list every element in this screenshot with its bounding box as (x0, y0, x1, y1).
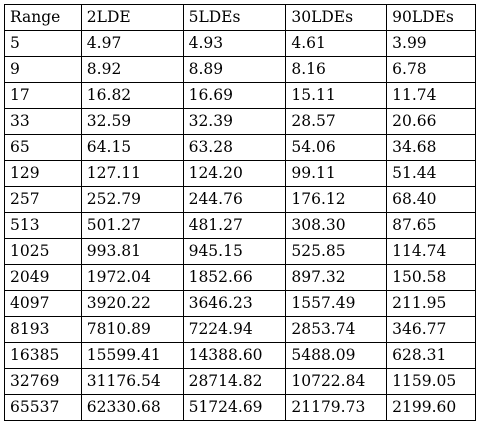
table-cell: 63.28 (182, 134, 287, 161)
table-cell: 308.30 (285, 212, 388, 239)
table-cell: 9 (4, 56, 82, 83)
table-cell: 1852.66 (182, 264, 287, 291)
table-cell: 17 (4, 82, 82, 109)
table-cell: 33 (4, 108, 82, 135)
table-row: 17 16.82 16.69 15.11 11.74 (4, 82, 476, 109)
header-cell-range: Range (4, 4, 82, 31)
header-cell-30ldes: 30LDEs (285, 4, 388, 31)
table-cell: 51724.69 (182, 394, 287, 421)
table-cell: 252.79 (80, 186, 184, 213)
table-cell: 65 (4, 134, 82, 161)
table-cell: 8.16 (285, 56, 388, 83)
table-cell: 3646.23 (182, 290, 287, 317)
table-cell: 257 (4, 186, 82, 213)
table-cell: 945.15 (182, 238, 287, 265)
table-row: 5 4.97 4.93 4.61 3.99 (4, 30, 476, 57)
table-cell: 16.82 (80, 82, 184, 109)
table-cell: 32.39 (182, 108, 287, 135)
table-cell: 129 (4, 160, 82, 187)
table-cell: 513 (4, 212, 82, 239)
table-cell: 3920.22 (80, 290, 184, 317)
table-cell: 28.57 (285, 108, 388, 135)
table-cell: 114.74 (386, 238, 476, 265)
table-cell: 87.65 (386, 212, 476, 239)
table-cell: 99.11 (285, 160, 388, 187)
table-cell: 65537 (4, 394, 82, 421)
table-cell: 1159.05 (386, 368, 476, 395)
table-row: 65537 62330.68 51724.69 21179.73 2199.60 (4, 394, 476, 421)
table-cell: 32.59 (80, 108, 184, 135)
table-cell: 2853.74 (285, 316, 388, 343)
table-cell: 62330.68 (80, 394, 184, 421)
table-row: 32769 31176.54 28714.82 10722.84 1159.05 (4, 368, 476, 395)
table-cell: 14388.60 (182, 342, 287, 369)
table-cell: 2049 (4, 264, 82, 291)
table-cell: 897.32 (285, 264, 388, 291)
table-cell: 176.12 (285, 186, 388, 213)
table-cell: 150.58 (386, 264, 476, 291)
table-cell: 34.68 (386, 134, 476, 161)
table-cell: 1972.04 (80, 264, 184, 291)
table-cell: 68.40 (386, 186, 476, 213)
table-cell: 1557.49 (285, 290, 388, 317)
table-cell: 32769 (4, 368, 82, 395)
table-cell: 2199.60 (386, 394, 476, 421)
table-cell: 124.20 (182, 160, 287, 187)
table-cell: 54.06 (285, 134, 388, 161)
table-cell: 10722.84 (285, 368, 388, 395)
table-cell: 28714.82 (182, 368, 287, 395)
table-header-row: Range 2LDE 5LDEs 30LDEs 90LDEs (4, 4, 476, 31)
table-row: 16385 15599.41 14388.60 5488.09 628.31 (4, 342, 476, 369)
table-row: 513 501.27 481.27 308.30 87.65 (4, 212, 476, 239)
table-cell: 64.15 (80, 134, 184, 161)
table-cell: 525.85 (285, 238, 388, 265)
table-row: 8193 7810.89 7224.94 2853.74 346.77 (4, 316, 476, 343)
table-cell: 501.27 (80, 212, 184, 239)
header-cell-2lde: 2LDE (80, 4, 184, 31)
header-cell-5ldes: 5LDEs (182, 4, 287, 31)
table-cell: 8.92 (80, 56, 184, 83)
table-cell: 481.27 (182, 212, 287, 239)
table-cell: 127.11 (80, 160, 184, 187)
table-row: 33 32.59 32.39 28.57 20.66 (4, 108, 476, 135)
table-cell: 211.95 (386, 290, 476, 317)
table-row: 1025 993.81 945.15 525.85 114.74 (4, 238, 476, 265)
table-cell: 1025 (4, 238, 82, 265)
table-cell: 244.76 (182, 186, 287, 213)
table-cell: 21179.73 (285, 394, 388, 421)
table-row: 65 64.15 63.28 54.06 34.68 (4, 134, 476, 161)
results-table: Range 2LDE 5LDEs 30LDEs 90LDEs 5 4.97 4.… (4, 4, 476, 421)
table-cell: 3.99 (386, 30, 476, 57)
table-cell: 346.77 (386, 316, 476, 343)
table-cell: 51.44 (386, 160, 476, 187)
table-cell: 4.61 (285, 30, 388, 57)
table-cell: 5 (4, 30, 82, 57)
table-cell: 4.93 (182, 30, 287, 57)
table-cell: 628.31 (386, 342, 476, 369)
table-cell: 31176.54 (80, 368, 184, 395)
table-cell: 20.66 (386, 108, 476, 135)
table-cell: 993.81 (80, 238, 184, 265)
table-cell: 15599.41 (80, 342, 184, 369)
table-cell: 5488.09 (285, 342, 388, 369)
table-cell: 15.11 (285, 82, 388, 109)
table-cell: 8193 (4, 316, 82, 343)
table-cell: 6.78 (386, 56, 476, 83)
table-cell: 11.74 (386, 82, 476, 109)
table-row: 2049 1972.04 1852.66 897.32 150.58 (4, 264, 476, 291)
table-row: 257 252.79 244.76 176.12 68.40 (4, 186, 476, 213)
table-cell: 7224.94 (182, 316, 287, 343)
table-row: 9 8.92 8.89 8.16 6.78 (4, 56, 476, 83)
table-cell: 7810.89 (80, 316, 184, 343)
table-cell: 4.97 (80, 30, 184, 57)
table-row: 4097 3920.22 3646.23 1557.49 211.95 (4, 290, 476, 317)
table-cell: 16385 (4, 342, 82, 369)
table-cell: 16.69 (182, 82, 287, 109)
header-cell-90ldes: 90LDEs (386, 4, 476, 31)
table-row: 129 127.11 124.20 99.11 51.44 (4, 160, 476, 187)
table-cell: 8.89 (182, 56, 287, 83)
table-cell: 4097 (4, 290, 82, 317)
